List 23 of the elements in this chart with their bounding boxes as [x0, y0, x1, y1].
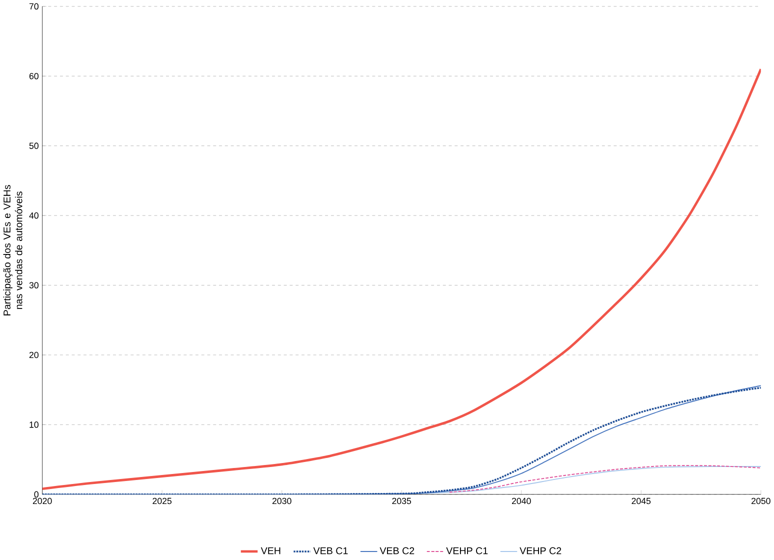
- line-series: [42, 68, 761, 490]
- legend-label: VEB C1: [313, 548, 348, 554]
- y-tick-label: 10: [30, 422, 38, 428]
- legend-label: VEB C2: [380, 548, 414, 554]
- x-tick-label: 2040: [512, 498, 531, 504]
- x-tick-label: 2045: [632, 498, 651, 504]
- x-tick-label: 2030: [272, 498, 292, 504]
- y-tick-label: 50: [29, 142, 38, 150]
- x-tick-label: 2020: [32, 498, 52, 504]
- y-tick-label: 30: [29, 282, 38, 289]
- legend-label: VEHP C1: [446, 548, 488, 554]
- x-tick-label: 2050: [752, 498, 770, 504]
- x-tick-label: 2025: [152, 498, 172, 504]
- y-axis-title: Participação dos VEs e VEHs nas vendas de automóveis: [3, 185, 22, 316]
- line-series: [449, 465, 761, 493]
- x-tick-label: 2035: [392, 498, 412, 504]
- y-tick-label: 0: [34, 491, 38, 498]
- y-tick-label: 60: [29, 73, 38, 80]
- legend-label: VEH: [260, 548, 280, 554]
- y-tick-label: 70: [29, 3, 38, 10]
- legend-label: VEHP C2: [520, 548, 562, 554]
- y-tick-label: 20: [29, 352, 38, 358]
- y-tick-label: 40: [29, 212, 38, 219]
